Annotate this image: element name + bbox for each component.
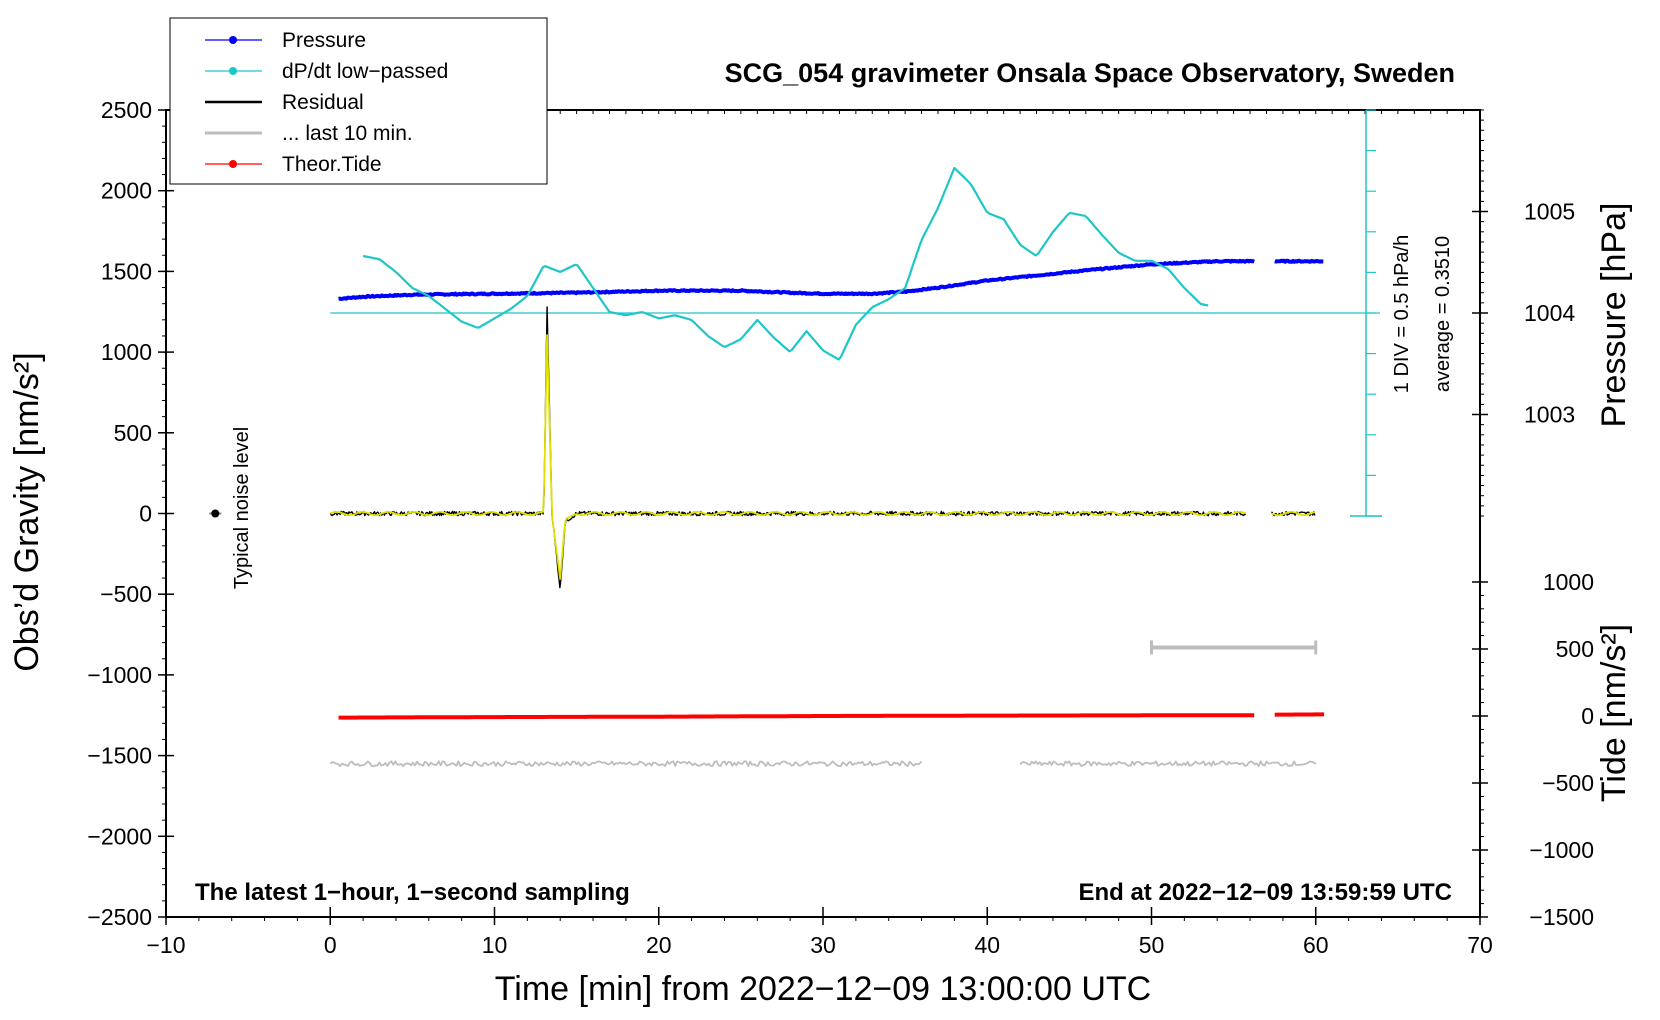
- y-tick-label: −1500: [87, 743, 152, 769]
- legend-label: Pressure: [282, 29, 366, 52]
- pressure-tick-label: 1003: [1524, 402, 1575, 428]
- y-tick-label: 2500: [101, 97, 152, 123]
- chart-title: SCG_054 gravimeter Onsala Space Observat…: [725, 58, 1455, 88]
- x-tick-label: 20: [646, 932, 672, 958]
- pressure-tick-label: 1004: [1524, 300, 1575, 326]
- y-tick-label: 500: [114, 420, 152, 446]
- tide-tick-label: −1000: [1529, 837, 1594, 863]
- average-label: average = 0.3510: [1432, 236, 1454, 392]
- tide-tick-label: 0: [1581, 703, 1594, 729]
- sampling-note: The latest 1−hour, 1−second sampling: [195, 879, 630, 906]
- noise-dot: [211, 509, 220, 518]
- legend-label: Residual: [282, 91, 364, 114]
- last10-trace: [329, 760, 923, 767]
- last10-trace: [1019, 760, 1317, 767]
- legend: Pressure dP/dt low−passed Residual ... last…: [205, 29, 448, 176]
- tide-tick-label: 500: [1556, 636, 1594, 662]
- y-axis-title-pressure: Pressure [hPa]: [1595, 203, 1633, 428]
- y-tick-label: 0: [139, 501, 152, 527]
- legend-label: dP/dt low−passed: [282, 60, 448, 83]
- noise-level-label: Typical noise level: [231, 427, 253, 589]
- pressure-tick-label: 1005: [1524, 199, 1575, 225]
- y-tick-label: 1500: [101, 258, 152, 284]
- x-tick-label: −10: [146, 932, 185, 958]
- legend-label: Theor.Tide: [282, 153, 382, 176]
- legend-swatch-marker: [229, 67, 237, 75]
- x-tick-label: 0: [324, 932, 337, 958]
- x-tick-label: 40: [974, 932, 1000, 958]
- tide-tick-label: −1500: [1529, 904, 1594, 930]
- x-axis-ticks: −10 0 10 20 30 40 50 60 70: [146, 907, 1493, 958]
- tide-tick-label: −500: [1542, 770, 1594, 796]
- ddt-line: [362, 166, 1209, 361]
- y-tick-label: −2000: [87, 823, 152, 849]
- x-axis-title: Time [min] from 2022−12−09 13:00:00 UTC: [495, 970, 1151, 1008]
- x-tick-label: 60: [1303, 932, 1329, 958]
- pressure-line: [337, 258, 1255, 301]
- residual-filtered-line: [329, 334, 1247, 580]
- legend-swatch-marker: [229, 160, 237, 168]
- tide-tick-label: 1000: [1543, 569, 1594, 595]
- y-axis-title-left: Obs’d Gravity [nm/s²]: [8, 352, 46, 671]
- tide-line: [338, 713, 1255, 720]
- y-tick-label: −1000: [87, 662, 152, 688]
- x-tick-label: 10: [482, 932, 508, 958]
- x-tick-label: 70: [1467, 932, 1493, 958]
- legend-swatch-marker: [229, 36, 237, 44]
- x-tick-label: 30: [810, 932, 836, 958]
- tide-axis-ticks: 1000 500 0 −500 −1000 −1500: [1472, 569, 1594, 930]
- end-time-note: End at 2022−12−09 13:59:59 UTC: [1078, 879, 1452, 906]
- pressure-line: [1274, 258, 1324, 264]
- div-label: 1 DIV = 0.5 hPa/h: [1391, 235, 1413, 393]
- x-tick-label: 50: [1139, 932, 1165, 958]
- y-tick-label: 1000: [101, 339, 152, 365]
- y-tick-label: −500: [100, 581, 152, 607]
- y-axis-title-tide: Tide [nm/s²]: [1595, 624, 1633, 802]
- series-layer: [329, 166, 1324, 767]
- legend-label: ... last 10 min.: [282, 122, 413, 145]
- y-tick-label: −2500: [87, 904, 152, 930]
- residual-filtered-line: [1271, 510, 1316, 516]
- y-tick-label: 2000: [101, 178, 152, 204]
- noise-level-marker: [209, 509, 222, 518]
- y-axis-ticks: 2500 2000 1500 1000 500 0 −500 −1000 −1500 −2000 −…: [87, 97, 174, 930]
